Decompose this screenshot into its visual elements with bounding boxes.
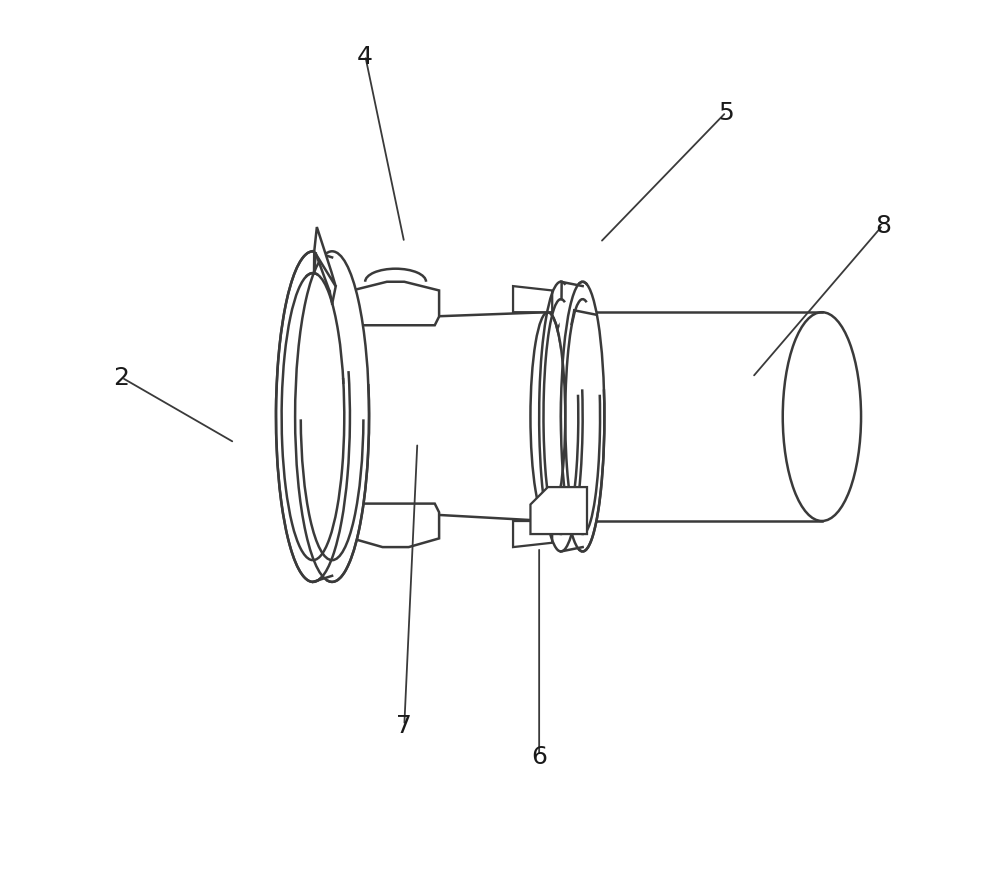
Ellipse shape (276, 252, 350, 582)
Polygon shape (513, 287, 552, 313)
Ellipse shape (295, 252, 369, 582)
Polygon shape (561, 282, 583, 552)
Polygon shape (530, 488, 587, 534)
Polygon shape (313, 252, 332, 582)
Text: 7: 7 (396, 713, 412, 738)
Ellipse shape (296, 323, 330, 510)
Ellipse shape (783, 313, 861, 521)
Ellipse shape (530, 313, 565, 521)
Polygon shape (352, 282, 439, 326)
Polygon shape (578, 313, 822, 521)
Text: 6: 6 (531, 744, 547, 768)
Polygon shape (314, 228, 336, 287)
Text: 8: 8 (875, 214, 891, 238)
Ellipse shape (561, 282, 604, 552)
Polygon shape (352, 504, 439, 547)
Polygon shape (513, 521, 552, 547)
Text: 4: 4 (357, 44, 373, 69)
Polygon shape (313, 313, 548, 521)
Text: 2: 2 (114, 366, 130, 390)
Text: 5: 5 (718, 101, 734, 125)
